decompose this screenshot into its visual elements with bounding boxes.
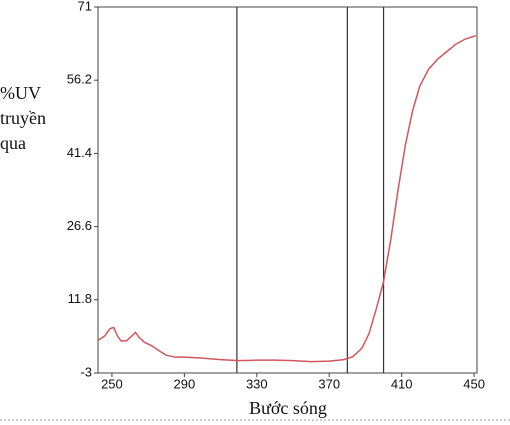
x-tick-label: 250 xyxy=(101,376,123,391)
y-axis-label: %UV xyxy=(0,83,41,103)
y-tick-label: -3 xyxy=(80,364,92,379)
x-tick-label: 410 xyxy=(391,376,413,391)
y-tick-label: 56.2 xyxy=(67,72,92,87)
y-tick-label: 71 xyxy=(78,0,92,13)
x-tick-label: 450 xyxy=(463,376,485,391)
y-axis-label: qua xyxy=(0,133,26,153)
plot-frame xyxy=(97,6,478,374)
x-tick-label: 370 xyxy=(318,376,340,391)
y-axis-label: truyền xyxy=(0,108,46,128)
x-tick-label: 330 xyxy=(246,376,268,391)
x-axis-label: Bước sóng xyxy=(249,398,327,418)
x-tick-label: 290 xyxy=(174,376,196,391)
y-tick-label: 41.4 xyxy=(67,145,92,160)
y-tick-label: 11.8 xyxy=(68,291,92,306)
y-tick-label: 26.6 xyxy=(67,218,92,233)
line-series xyxy=(97,34,477,363)
